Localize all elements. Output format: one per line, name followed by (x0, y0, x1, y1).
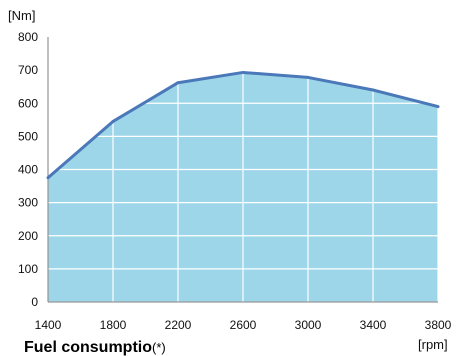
data-point (306, 75, 310, 79)
x-tick-label: 1400 (35, 318, 62, 332)
fuel-consumption-text: Fuel consumptio (24, 339, 152, 356)
fuel-consumption-heading: Fuel consumptio(*) (24, 340, 166, 356)
y-tick-label: 300 (18, 196, 38, 210)
y-tick-label: 0 (31, 295, 38, 309)
y-tick-label: 400 (18, 163, 38, 177)
data-point (436, 105, 440, 109)
y-tick-label: 500 (18, 129, 38, 143)
x-tick-label: 2600 (230, 318, 257, 332)
x-tick-label: 1800 (100, 318, 127, 332)
data-point (371, 88, 375, 92)
x-tick-label: 2200 (165, 318, 192, 332)
data-point (46, 176, 50, 180)
x-tick-label: 3000 (295, 318, 322, 332)
x-axis-unit-label: [rpm] (418, 337, 448, 352)
data-point (176, 81, 180, 85)
y-tick-label: 700 (18, 63, 38, 77)
y-tick-label: 600 (18, 96, 38, 110)
fuel-consumption-footnote-mark: (*) (152, 340, 166, 355)
x-tick-label: 3400 (360, 318, 387, 332)
y-tick-label: 100 (18, 262, 38, 276)
y-tick-label: 200 (18, 229, 38, 243)
data-point (111, 119, 115, 123)
y-tick-label: 800 (18, 30, 38, 44)
data-point (241, 70, 245, 74)
x-tick-label: 3800 (425, 318, 452, 332)
y-axis-unit-label: [Nm] (8, 8, 35, 23)
